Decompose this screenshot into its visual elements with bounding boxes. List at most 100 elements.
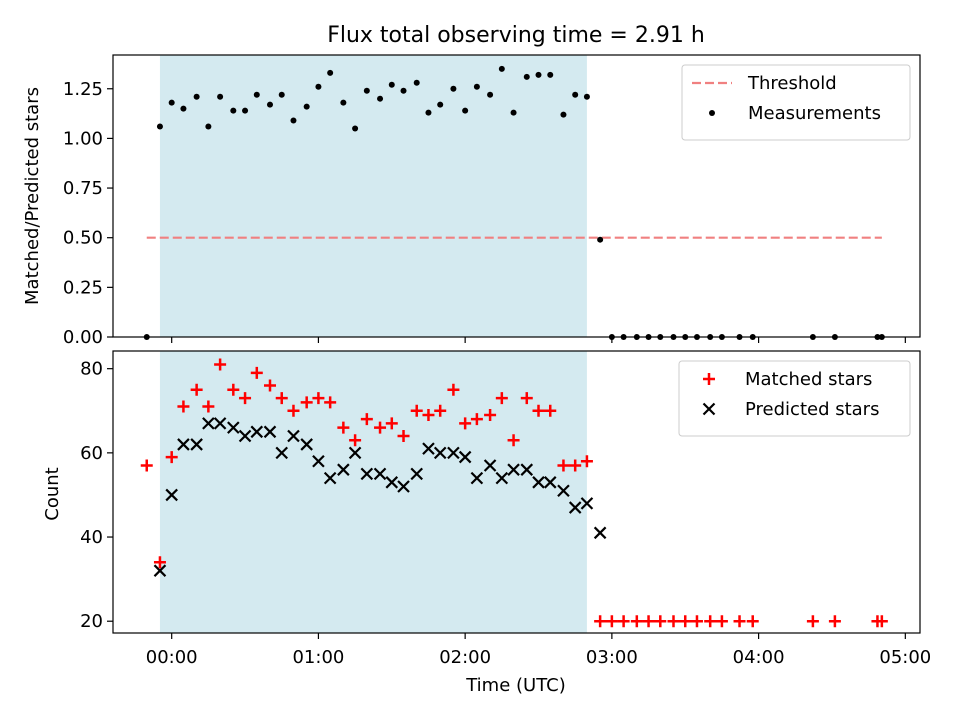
top-panel-frame <box>112 54 921 338</box>
x-tick-label: 03:00 <box>586 647 638 668</box>
bottom-series-0-point <box>360 413 373 426</box>
legend-marker <box>702 402 716 416</box>
bottom-series-0-point <box>434 404 447 417</box>
top-series-0-point <box>413 79 420 86</box>
bottom-series-1-point <box>177 438 190 451</box>
legend-marker <box>703 373 715 385</box>
bottom-series-0-point <box>715 615 728 628</box>
bottom-series-0-point <box>275 392 288 405</box>
top-y-tick-label: 0.75 <box>63 178 103 199</box>
bottom-series-1-point <box>433 446 447 460</box>
bottom-series-1-point <box>312 454 325 468</box>
bottom-series-1-point <box>507 463 520 476</box>
bottom-series-1-point <box>483 459 497 472</box>
top-series-0-point <box>180 105 187 112</box>
bottom-series-1-point <box>520 463 534 476</box>
bottom-series-0-point <box>250 366 263 379</box>
bottom-series-0-point <box>337 421 350 434</box>
top-series-0-point <box>450 85 457 92</box>
bottom-series-0-point <box>630 615 643 628</box>
bottom-series-0-point <box>580 455 593 468</box>
bottom-series-1-point <box>543 476 557 489</box>
bottom-legend-box <box>678 360 911 437</box>
top-panel: 0.00 0.25 0.50 0.75 1.00 1.25 Threshold Measure… <box>63 54 921 348</box>
top-series-0-point <box>388 81 395 88</box>
bottom-series-0-point <box>557 459 570 472</box>
bottom-series-1-point <box>263 425 277 439</box>
bottom-series-1-point <box>202 417 215 430</box>
bottom-series-1-point <box>557 484 570 498</box>
bottom-series-1-point <box>495 471 509 485</box>
bottom-legend: Matched stars Predicted stars <box>678 360 911 437</box>
top-series-0-point <box>217 93 224 100</box>
bottom-series-1-point <box>385 476 399 489</box>
bottom-series-0-point <box>202 400 215 413</box>
bottom-series-0-point <box>733 615 746 628</box>
bottom-series-0-point <box>287 404 300 417</box>
bottom-series-0-point <box>495 392 508 405</box>
bottom-series-1-point <box>275 446 289 460</box>
top-series-0-point <box>425 109 432 116</box>
top-series-0-point <box>535 71 542 78</box>
top-series-0-point <box>597 236 604 243</box>
bottom-series-0-point <box>227 383 240 396</box>
bottom-observing-span <box>159 351 587 633</box>
bottom-series-0-point <box>459 417 472 430</box>
top-series-0-point <box>315 83 322 90</box>
top-legend: Threshold Measurements <box>681 64 911 141</box>
legend-label: Measurements <box>748 103 881 124</box>
bottom-series-0-point <box>569 459 582 472</box>
top-series-0-point <box>363 87 370 94</box>
bottom-series-1-point <box>250 425 264 439</box>
x-axis-label: Time (UTC) <box>465 675 566 696</box>
bottom-series-1-point <box>348 446 362 460</box>
bottom-series-1-point <box>238 429 252 443</box>
top-observing-span <box>159 55 587 337</box>
bottom-series-1-point <box>190 438 203 451</box>
bottom-series-0-point <box>654 615 667 628</box>
bottom-series-1-point <box>287 429 300 443</box>
bottom-series-0-point <box>544 404 557 417</box>
bottom-series-0-point <box>828 615 841 628</box>
bottom-series-1-point <box>213 417 227 430</box>
bottom-series-1-point <box>580 497 594 510</box>
legend-marker <box>709 110 715 116</box>
top-series-0-point <box>156 123 163 130</box>
top-series-0-point <box>487 91 494 98</box>
top-y-tick-label: 1.00 <box>63 128 103 149</box>
bottom-y-tick-label: 60 <box>80 443 103 464</box>
bottom-series-0-point <box>385 417 398 430</box>
bottom-series-0-point <box>690 615 703 628</box>
top-series-0-point <box>278 91 285 98</box>
bottom-series-1-point <box>397 480 410 493</box>
x-tick-label: 02:00 <box>439 647 491 668</box>
bottom-series-1-point <box>593 526 607 540</box>
legend-label: Matched stars <box>745 369 872 390</box>
top-series-0-point <box>400 87 407 94</box>
top-series-0-point <box>266 101 273 108</box>
bottom-series-1-point <box>568 501 582 514</box>
bottom-series-0-point <box>507 434 520 447</box>
bottom-series-1-point <box>153 564 167 577</box>
legend-label: Predicted stars <box>745 399 879 420</box>
bottom-series-0-point <box>642 615 655 628</box>
bottom-series-0-point <box>177 400 190 413</box>
x-tick-label: 00:00 <box>146 647 198 668</box>
bottom-series-0-point <box>875 615 888 628</box>
bottom-y-tick-label: 20 <box>80 611 103 632</box>
top-series-0-point <box>437 101 444 108</box>
bottom-series-1-point <box>532 476 545 489</box>
bottom-series-0-point <box>806 615 819 628</box>
bottom-series-0-point <box>214 358 227 371</box>
top-series-0-point <box>327 69 334 76</box>
bottom-series-0-point <box>165 451 178 464</box>
top-series-0-point <box>510 109 517 116</box>
top-panel-y-label: Matched/Predicted stars <box>22 87 43 305</box>
top-series-0-point <box>205 123 212 130</box>
top-series-0-point <box>253 91 260 98</box>
bottom-series-1-point <box>470 471 484 485</box>
bottom-series-0-point <box>190 383 203 396</box>
bottom-series-0-point <box>239 392 252 405</box>
x-tick-label: 04:00 <box>733 647 785 668</box>
bottom-series-0-point <box>153 556 166 569</box>
